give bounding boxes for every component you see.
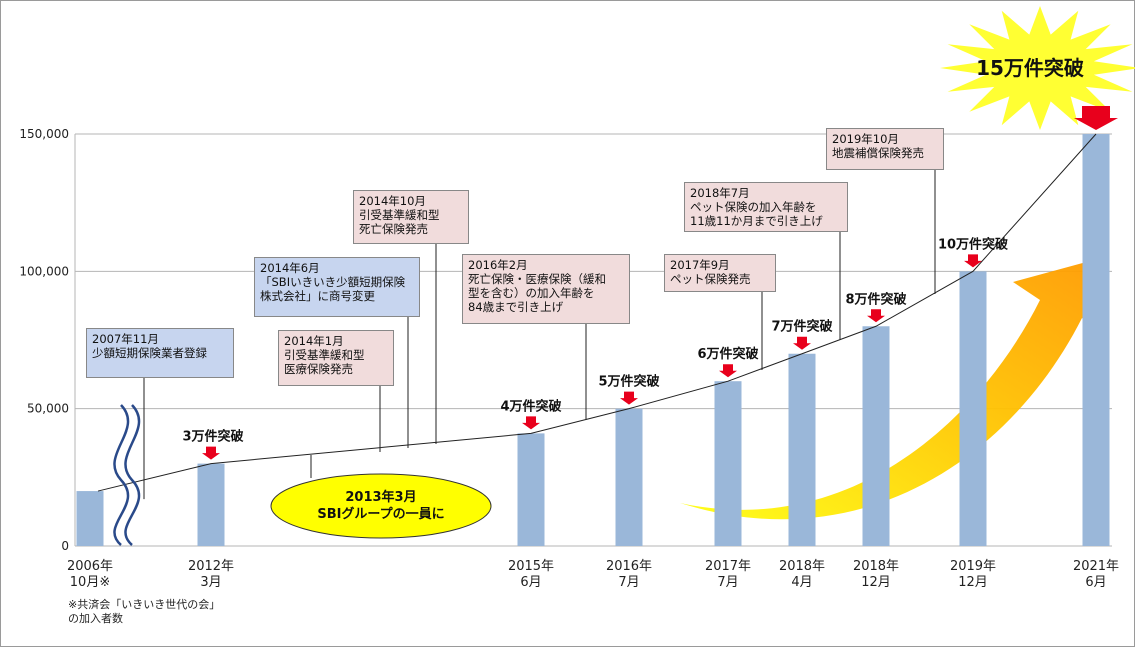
x-tick-label: 6月 (520, 575, 541, 590)
callout-2018-07: 2018年7月 ペット保険の加入年齢を 11歳11か月まで引き上げ (684, 182, 848, 232)
milestone-arrow (719, 364, 737, 378)
burst-shape (940, 6, 1135, 130)
milestone-label: 6万件突破 (697, 346, 758, 362)
x-tick-label: 2017年 (705, 559, 751, 574)
x-tick-label: 2006年 (67, 559, 113, 574)
x-tick-label: 12月 (861, 575, 891, 590)
bar (517, 433, 545, 546)
trend-line (97, 133, 1097, 492)
milestone-label: 10万件突破 (938, 236, 1008, 252)
milestone-arrows (202, 106, 1118, 460)
axis-break-wave (113, 404, 141, 546)
y-tick-label: 0 (61, 539, 69, 553)
bar (714, 381, 742, 546)
callout-2014-06: 2014年6月 「SBIいきいき少額短期保険 株式会社」に商号変更 (254, 257, 420, 317)
x-tick-label: 2019年 (950, 559, 996, 574)
x-tick-label: 7月 (618, 575, 639, 590)
milestone-arrow (202, 446, 220, 460)
bar (959, 271, 987, 546)
milestone-arrow (793, 336, 811, 350)
bar (862, 326, 890, 546)
bar (1082, 134, 1110, 546)
milestone-arrow (867, 309, 885, 323)
callout-2017-09: 2017年9月 ペット保険発売 (664, 254, 776, 292)
y-tick-label: 100,000 (19, 264, 69, 278)
milestone-labels: 3万件突破 4万件突破 5万件突破 6万件突破 7万件突破 8万件突破 10万件突破 (182, 236, 1008, 444)
milestone-arrow (620, 391, 638, 405)
milestone-arrow (1074, 106, 1118, 130)
callout-2007-11: 2007年11月 少額短期保険業者登録 (86, 328, 234, 378)
x-tick-label: 4月 (791, 575, 812, 590)
milestone-label: 4万件突破 (500, 398, 561, 414)
bar (615, 408, 643, 546)
milestone-label: 5万件突破 (598, 374, 659, 390)
burst-label: 15万件突破 (976, 56, 1084, 80)
y-axis-ticks: 0 50,000 100,000 150,000 (19, 127, 69, 553)
x-tick-label: 2012年 (188, 559, 234, 574)
bar (197, 463, 225, 546)
milestone-arrow (522, 416, 540, 430)
x-tick-label: 10月※ (70, 575, 110, 590)
bars (76, 134, 1110, 546)
y-tick-label: 50,000 (27, 402, 69, 416)
bar (788, 353, 816, 546)
x-tick-label: 2016年 (606, 559, 652, 574)
x-tick-label: 2021年 (1073, 559, 1119, 574)
x-tick-label: 3月 (200, 575, 221, 590)
x-tick-label: 2015年 (508, 559, 554, 574)
callout-2014-01: 2014年1月 引受基準緩和型 医療保険発売 (278, 330, 394, 386)
milestone-label: 3万件突破 (182, 429, 243, 445)
callout-2016-02: 2016年2月 死亡保険・医療保険（緩和 型を含む）の加入年齢を 84歳まで引き… (462, 254, 630, 324)
bar (76, 491, 104, 546)
footnote: ※共済会「いきいき世代の会」 の加入者数 (68, 598, 221, 625)
callout-connectors (143, 170, 936, 500)
milestone-arrow (964, 254, 982, 268)
y-tick-label: 150,000 (19, 127, 69, 141)
x-tick-label: 12月 (958, 575, 988, 590)
sbi-group-ellipse (270, 473, 492, 539)
growth-arrow (680, 258, 1102, 520)
milestone-label: 8万件突破 (845, 291, 906, 307)
callout-2014-10: 2014年10月 引受基準緩和型 死亡保険発売 (353, 190, 469, 244)
x-tick-label: 7月 (717, 575, 738, 590)
x-axis-labels: 2006年10月※2012年3月2015年6月2016年7月2017年7月201… (67, 559, 1119, 590)
x-tick-label: 2018年 (853, 559, 899, 574)
ellipse-label: 2013年3月 SBIグループの一員に (317, 490, 445, 522)
x-tick-label: 6月 (1085, 575, 1106, 590)
x-tick-label: 2018年 (779, 559, 825, 574)
callout-2019-10: 2019年10月 地震補償保険発売 (826, 128, 944, 170)
milestone-label: 7万件突破 (771, 319, 832, 335)
grid-lines (74, 133, 1112, 547)
